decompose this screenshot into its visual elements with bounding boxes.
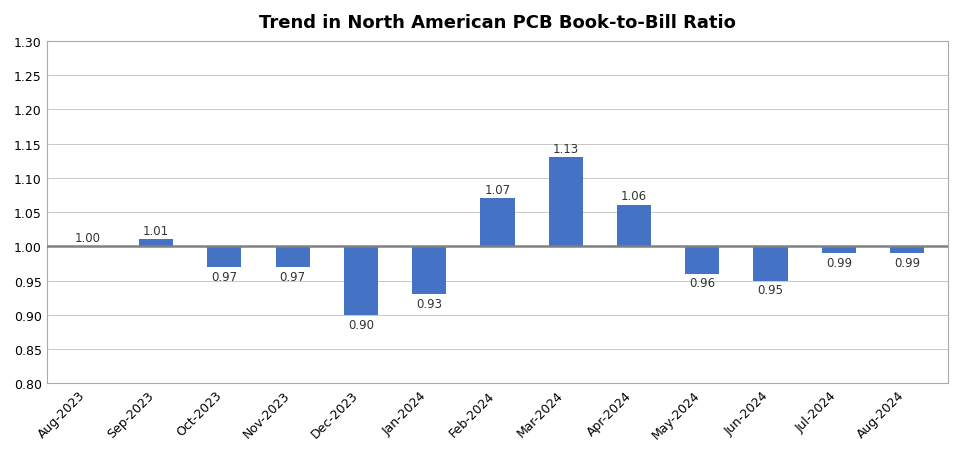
Text: 1.06: 1.06 [620,190,647,203]
Bar [411,247,446,295]
Text: 0.97: 0.97 [280,270,306,283]
Text: 0.97: 0.97 [211,270,237,283]
Title: Trend in North American PCB Book-to-Bill Ratio: Trend in North American PCB Book-to-Bill… [259,14,735,32]
Bar [343,247,378,315]
Bar [616,206,651,247]
Text: 1.00: 1.00 [75,231,101,244]
Text: 0.95: 0.95 [756,284,783,297]
Text: 1.01: 1.01 [143,224,169,237]
Bar [138,240,173,247]
Text: 0.93: 0.93 [416,298,442,310]
Bar [275,247,309,268]
Bar [889,247,924,253]
Text: 0.99: 0.99 [893,256,920,269]
Bar [548,158,582,247]
Text: 1.13: 1.13 [552,142,579,155]
Bar [752,247,787,281]
Bar [480,199,514,247]
Text: 0.90: 0.90 [348,318,374,331]
Bar [207,247,241,268]
Text: 1.07: 1.07 [484,183,510,196]
Text: 0.99: 0.99 [825,256,851,269]
Bar [684,247,719,274]
Text: 0.96: 0.96 [688,277,715,290]
Bar [821,247,855,253]
